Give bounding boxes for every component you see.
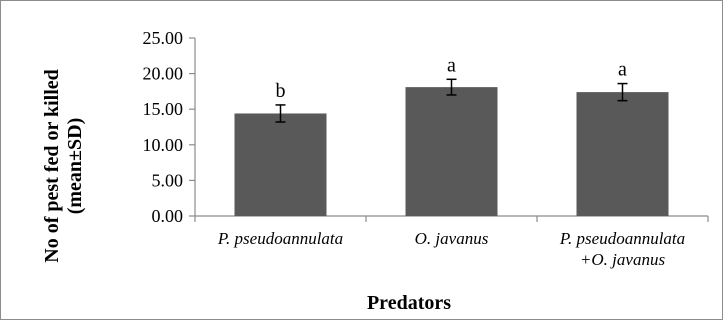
x-tick-label: P. pseudoannulata [217, 229, 343, 248]
bar [405, 87, 498, 217]
x-axis-title: Predators [367, 292, 451, 314]
bar [576, 92, 669, 216]
y-axis-title: No of pest fed or killed (mean±SD) [41, 69, 86, 263]
y-tick-label: 10.00 [143, 135, 184, 155]
x-tick-label: +O. javanus [580, 250, 666, 269]
x-tick-label: P. pseudoannulata [559, 229, 685, 248]
y-tick-label: 20.00 [143, 64, 184, 84]
significance-letter: a [447, 54, 456, 76]
y-axis-title-line-2: (mean±SD) [64, 118, 86, 215]
y-axis-title-line-1: No of pest fed or killed [41, 69, 63, 263]
significance-letter: b [276, 80, 286, 102]
bar [234, 113, 327, 216]
y-tick-label: 25.00 [143, 28, 184, 48]
y-tick-label: 5.00 [152, 170, 184, 190]
y-tick-label: 0.00 [152, 206, 184, 226]
y-tick-label: 15.00 [143, 99, 184, 119]
plot-area: 0.00 5.00 10.00 15.00 20.00 25.00 b P. pseudoan… [143, 28, 709, 269]
significance-letter: a [618, 59, 627, 81]
x-tick-label: O. javanus [415, 229, 489, 248]
